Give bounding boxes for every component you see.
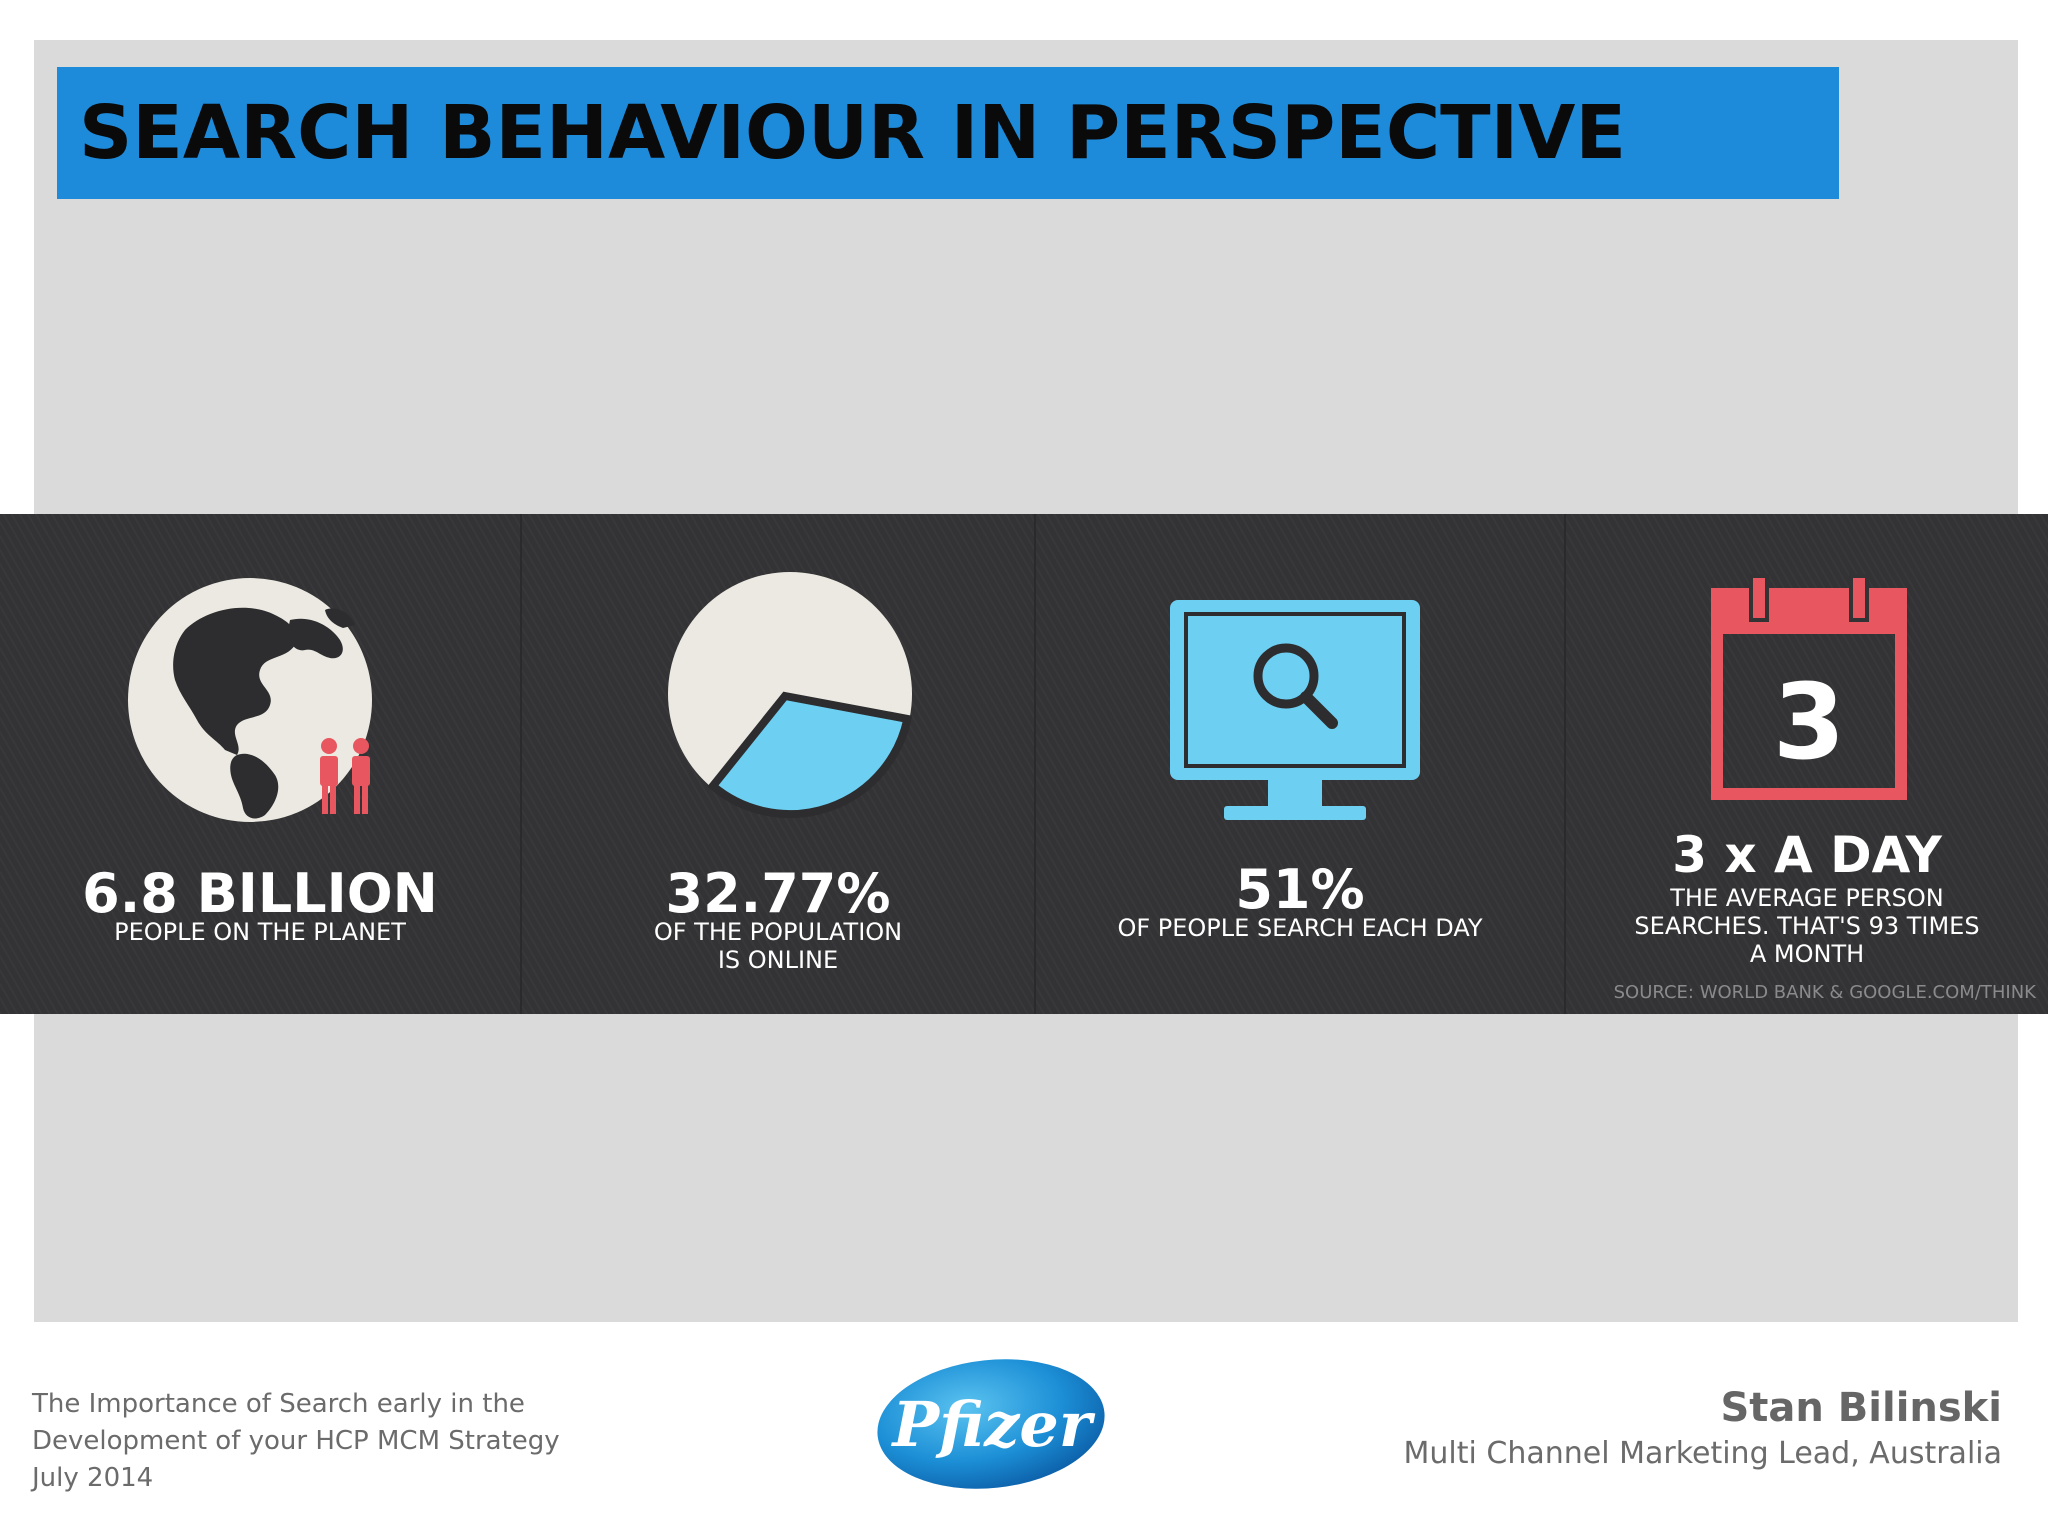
logo-text: Pfizer: [890, 1388, 1095, 1461]
infographic-strip: 6.8 BILLION PEOPLE ON THE PLANET 32.77% …: [0, 514, 2048, 1014]
stat-caption: OF PEOPLE SEARCH EACH DAY: [1117, 914, 1483, 942]
stat-panel-searches-per-day: 3 3 x A DAY THE AVERAGE PERSON SEARCHES.…: [1564, 514, 2048, 1014]
globe-icon: [125, 570, 385, 830]
monitor-search-icon: [1164, 594, 1426, 834]
people-icon: [320, 738, 370, 814]
title-bar: SEARCH BEHAVIOUR IN PERSPECTIVE: [57, 67, 1839, 199]
calendar-icon: 3: [1711, 574, 1907, 802]
stat-panel-population: 6.8 BILLION PEOPLE ON THE PLANET: [0, 514, 520, 1014]
stat-value: 3 x A DAY: [1672, 826, 1942, 884]
author-role: Multi Channel Marketing Lead, Australia: [1403, 1436, 2002, 1471]
source-note: SOURCE: WORLD BANK & GOOGLE.COM/THINK: [1613, 982, 2036, 1003]
calendar-number: 3: [1773, 661, 1845, 783]
page-title: SEARCH BEHAVIOUR IN PERSPECTIVE: [79, 90, 1626, 176]
stat-caption: PEOPLE ON THE PLANET: [114, 918, 406, 946]
pie-slice-online: [707, 691, 913, 818]
stat-caption: THE AVERAGE PERSON SEARCHES. THAT'S 93 T…: [1634, 884, 1980, 968]
stat-value: 6.8 BILLION: [82, 862, 438, 925]
stat-value: 32.77%: [665, 862, 891, 925]
stat-panel-search-daily: 51% OF PEOPLE SEARCH EACH DAY: [1034, 514, 1564, 1014]
pfizer-logo: Pfizer: [874, 1356, 1108, 1492]
stat-panel-online: 32.77% OF THE POPULATION IS ONLINE: [520, 514, 1034, 1014]
footer-line: Development of your HCP MCM Strategy: [32, 1426, 560, 1456]
stat-caption: OF THE POPULATION IS ONLINE: [653, 918, 903, 974]
footer-author: Stan Bilinski Multi Channel Marketing Le…: [1404, 1382, 2002, 1474]
footer-line: The Importance of Search early in the: [32, 1389, 525, 1419]
author-name: Stan Bilinski: [1720, 1385, 2002, 1431]
pie-icon: [660, 564, 920, 824]
footer-presentation-info: The Importance of Search early in the De…: [32, 1386, 560, 1497]
stat-value: 51%: [1235, 858, 1365, 921]
footer-line: July 2014: [32, 1463, 154, 1493]
